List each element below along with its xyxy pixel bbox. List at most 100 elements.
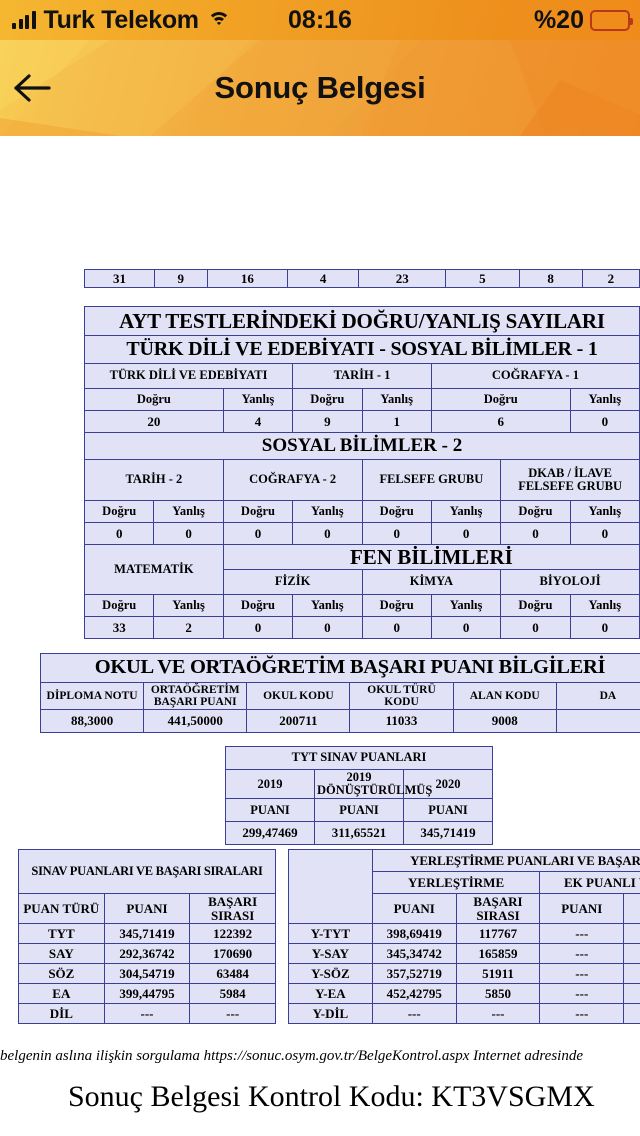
yanlis-header: Yanlış [222, 388, 294, 411]
okul-value: 200711 [246, 709, 351, 734]
ayt-value: 0 [292, 522, 363, 545]
sinav-puan: 345,71419 [103, 923, 191, 945]
table-row: SÖZ 304,54719 63484 [18, 963, 276, 985]
yerlestirme-sira: 51911 [455, 963, 541, 985]
sinav-puanlari-table: SINAV PUANLARI VE BAŞARI SIRALARI PUAN T… [18, 849, 276, 1025]
table-row: 299,47469 311,65521 345,71419 [225, 821, 493, 846]
yerlestirme-column-header: PUANI [539, 892, 625, 925]
ayt-title: AYT TESTLERİNDEKİ DOĞRU/YANLIŞ SAYILARI [84, 306, 640, 336]
tyt-puanlari-table: TYT SINAV PUANLARI 2019 2019 DÖNÜŞTÜRÜLM… [225, 746, 493, 846]
arrow-left-icon [14, 74, 51, 102]
dogru-header: Doğru [500, 594, 571, 618]
sinav-sira: 122392 [189, 923, 276, 945]
signal-bars-icon [12, 11, 36, 29]
table-row: SOSYAL BİLİMLER - 2 [84, 432, 640, 460]
yerlestirme-ek-sira: --- [623, 1003, 640, 1025]
header-polygon-pattern [0, 40, 640, 136]
yanlis-header: Yanlış [153, 594, 224, 618]
back-button[interactable] [0, 40, 64, 136]
ayt-value: 0 [500, 522, 571, 545]
sinav-row-label: SAY [18, 943, 105, 965]
okul-column-header: ORTAÖĞRETİM BAŞARI PUANI [143, 681, 248, 711]
okul-value: 11033 [349, 709, 454, 734]
carrier-name: Turk Telekom [43, 5, 200, 34]
ayt-value: 0 [292, 616, 363, 640]
yerlestirme-ek-puan: --- [539, 1003, 625, 1025]
ayt-results-table: AYT TESTLERİNDEKİ DOĞRU/YANLIŞ SAYILARI … [83, 306, 640, 640]
app-header-bar: Sonuç Belgesi [0, 40, 640, 136]
table-row: Doğru Yanlış Doğru Yanlış Doğru Yanlış D… [83, 594, 640, 618]
dogru-header: Doğru [361, 500, 432, 523]
wifi-icon [207, 11, 231, 29]
sinav-sira: 5984 [189, 983, 276, 1005]
table-row: AYT TESTLERİNDEKİ DOĞRU/YANLIŞ SAYILARI [84, 306, 640, 336]
table-row: FİZİK KİMYA BİYOLOJİ [85, 569, 640, 596]
yanlis-header: Yanlış [292, 594, 363, 618]
table-row: SINAV PUANLARI VE BAŞARI SIRALARI [18, 849, 276, 894]
ayt-value: 0 [569, 410, 640, 433]
ayt-value: 0 [500, 616, 571, 640]
ayt-group-header: TARİH - 2 [84, 459, 224, 501]
table-row: Y-TYT 398,69419 117767 --- --- [288, 923, 640, 945]
table-row: Doğru Yanlış Doğru Yanlış Doğru Yanlış D… [83, 500, 640, 523]
ayt-group-header: TÜRK DİLİ VE EDEBİYATI [83, 363, 294, 389]
ayt-value: 2 [153, 616, 224, 640]
dogru-header: Doğru [430, 388, 571, 411]
cutoff-cell: 23 [358, 269, 447, 288]
ayt-value: 0 [222, 522, 294, 545]
yerlestirme-sira: 117767 [455, 923, 541, 945]
tyt-sub-header: PUANI [225, 798, 315, 823]
cutoff-cell: 8 [518, 269, 583, 288]
yanlis-header: Yanlış [153, 500, 224, 523]
tyt-year-header: 2020 [403, 768, 493, 800]
dogru-header: Doğru [83, 500, 155, 523]
okul-column-header: OKUL TÜRÜ KODU [349, 681, 454, 711]
yanlis-header: Yanlış [292, 500, 363, 523]
cutoff-cell: 9 [153, 269, 208, 288]
sinav-row-label: TYT [18, 923, 105, 945]
yanlis-header: Yanlış [430, 500, 502, 523]
okul-basari-table: OKUL VE ORTAÖĞRETİM BAŞARI PUANI BİLGİLE… [39, 653, 640, 734]
sinav-row-label: SÖZ [18, 963, 105, 985]
page-title: Sonuç Belgesi [214, 70, 426, 105]
table-row: 0 0 0 0 0 0 0 0 [83, 522, 640, 545]
yerlestirme-row-label: Y-EA [288, 983, 373, 1005]
ayt-group-header: COĞRAFYA - 2 [222, 459, 363, 501]
tyt-title: TYT SINAV PUANLARI [225, 746, 493, 770]
dogru-header: Doğru [292, 388, 363, 411]
yerlestirme-sira: 5850 [455, 983, 541, 1005]
table-row: 88,3000 441,50000 200711 11033 9008 [39, 709, 640, 734]
sinav-puan: --- [103, 1003, 191, 1025]
yerlestirme-puanlari-table: YERLEŞTİRME PUANLARI VE BAŞARI SIR YERLE… [288, 848, 640, 1025]
ayt-section1-title: TÜRK DİLİ VE EDEBİYATI - SOSYAL BİLİMLER… [84, 335, 640, 364]
cutoff-table: 31 9 16 4 23 5 8 2 [84, 269, 640, 288]
ayt-value: 0 [361, 616, 432, 640]
ayt-value: 0 [83, 522, 155, 545]
ayt-group-header: FELSEFE GRUBU [361, 459, 502, 501]
okul-column-header: OKUL KODU [246, 681, 351, 711]
sinav-puan: 292,36742 [103, 943, 191, 965]
table-row: PUANI BAŞARI SIRASI PUANI BAŞARI [289, 892, 640, 925]
yerlestirme-ek-sira: --- [623, 923, 640, 945]
tyt-sub-header: PUANI [403, 798, 493, 823]
table-row: YERLEŞTİRME PUANLARI VE BAŞARI SIR [288, 848, 640, 925]
yerlestirme-ek-puan: --- [539, 963, 625, 985]
ayt-value: 0 [153, 522, 224, 545]
table-row: Doğru Yanlış Doğru Yanlış Doğru Yanlış [84, 388, 640, 411]
result-document[interactable]: 31 9 16 4 23 5 8 2 AYT TESTLERİNDEKİ DOĞ… [0, 136, 640, 1136]
table-row: SAY 292,36742 170690 [18, 943, 276, 965]
battery-icon [590, 9, 633, 31]
document-footer-note: belgenin aslına ilişkin sorgulama https:… [0, 1048, 583, 1064]
yerlestirme-ek-puan: --- [539, 943, 625, 965]
table-row: TYT 345,71419 122392 [18, 923, 276, 945]
sinav-row-label: DİL [18, 1003, 105, 1025]
yerlestirme-column-header: BAŞARI SIRASI [455, 892, 541, 925]
yerlestirme-row-label: Y-SAY [288, 943, 373, 965]
status-bar: Turk Telekom 08:16 %20 [0, 0, 640, 40]
table-row: OKUL VE ORTAÖĞRETİM BAŞARI PUANI BİLGİLE… [40, 653, 640, 683]
yerlestirme-ek-puan: --- [539, 983, 625, 1005]
table-row: 33 2 0 0 0 0 0 0 [83, 616, 640, 640]
ayt-value: 4 [222, 410, 294, 433]
sinav-column-header: PUAN TÜRÜ [18, 892, 105, 925]
ayt-group-header: DKAB / İLAVE FELSEFE GRUBU [500, 459, 640, 501]
